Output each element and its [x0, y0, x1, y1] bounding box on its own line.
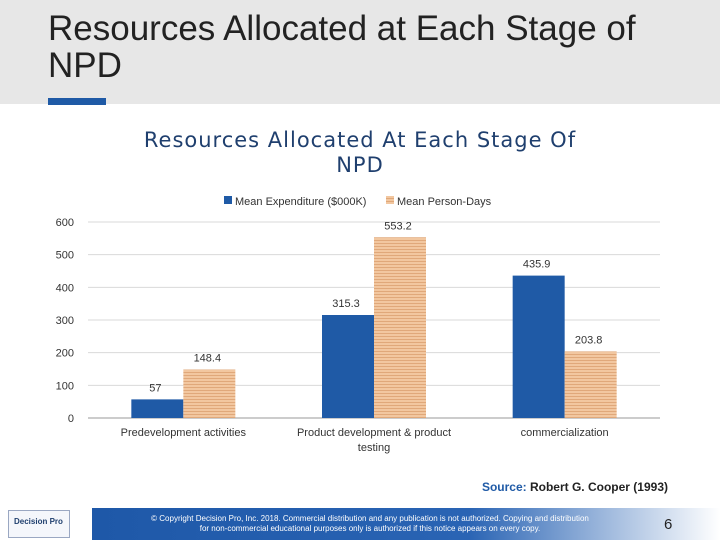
- title-accent-bar: [48, 98, 106, 105]
- chart-title: Resources Allocated At Each Stage Of NPD: [143, 128, 577, 177]
- y-tick-label: 300: [56, 315, 74, 327]
- y-tick-label: 600: [56, 217, 74, 229]
- legend-swatch: [386, 196, 394, 204]
- category-label: Predevelopment activities: [121, 427, 247, 439]
- title-band: [0, 0, 720, 104]
- bar: [183, 369, 236, 418]
- legend-label: Mean Person-Days: [397, 196, 492, 208]
- company-logo: [8, 510, 70, 538]
- logo-text: Decision Pro: [14, 517, 63, 526]
- bar: [131, 399, 184, 418]
- legend-label: Mean Expenditure ($000K): [235, 196, 366, 208]
- data-label: 435.9: [523, 259, 551, 271]
- y-tick-label: 400: [56, 282, 74, 294]
- source-label: Source:: [481, 480, 527, 494]
- bar: [512, 275, 565, 418]
- slide-title: Resources Allocated at Each Stage of NPD: [48, 9, 636, 85]
- source-note: Source: Robert G. Cooper (1993): [482, 480, 668, 494]
- category-label: commercialization: [521, 427, 609, 439]
- y-tick-label: 0: [68, 413, 74, 425]
- data-label: 553.2: [384, 220, 412, 232]
- copyright-notice: © Copyright Decision Pro, Inc. 2018. Com…: [151, 514, 589, 533]
- data-label: 148.4: [194, 353, 222, 365]
- source-text: Robert G. Cooper (1993): [526, 480, 668, 494]
- bar: [322, 315, 374, 418]
- data-label: 315.3: [332, 298, 360, 310]
- bar-chart: Mean Expenditure ($000K) Mean Person-Days…: [56, 196, 660, 454]
- y-tick-label: 200: [56, 348, 74, 360]
- footer-band: [92, 508, 720, 540]
- y-tick-label: 100: [56, 380, 74, 392]
- category-label: Product development & product: [297, 427, 451, 439]
- bar: [564, 351, 617, 418]
- category-label: testing: [358, 442, 390, 454]
- legend-swatch: [224, 196, 232, 204]
- data-label: 57: [149, 382, 161, 394]
- page-number: 6: [664, 516, 673, 533]
- bar: [374, 237, 426, 418]
- data-label: 203.8: [575, 334, 603, 346]
- y-tick-label: 500: [56, 250, 74, 262]
